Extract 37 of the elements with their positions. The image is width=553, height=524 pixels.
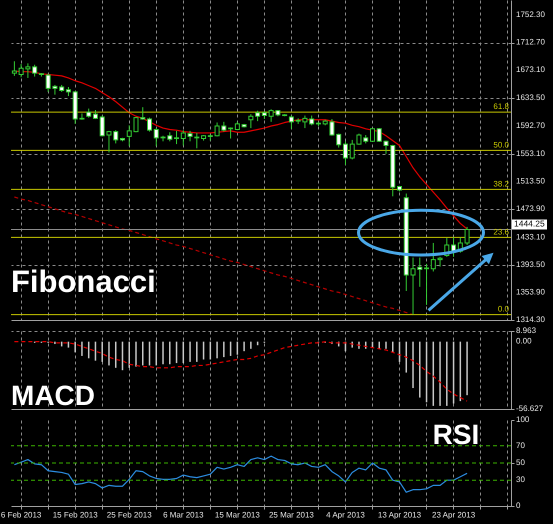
y-tick-label: 1712.70	[516, 38, 546, 47]
y-tick-label: 1393.50	[516, 260, 546, 269]
y-tick-label: 1513.50	[516, 176, 546, 186]
y-tick-label: 30	[516, 475, 526, 484]
annotation: 0.0	[498, 304, 510, 314]
x-tick-label: 13 Apr 2013	[378, 510, 422, 520]
annotation: MACD	[11, 380, 95, 411]
x-tick-label: 23 Apr 2013	[432, 510, 476, 520]
y-tick-label: -56.627	[516, 404, 544, 413]
annotation: 23.6	[493, 227, 510, 236]
x-tick-label: 25 Feb 2013	[106, 510, 152, 520]
annotation: 61.8	[493, 102, 510, 112]
y-tick-label: 1673.10	[516, 65, 546, 74]
y-tick-label: 0	[516, 501, 521, 510]
y-tick-label: 1592.70	[516, 121, 546, 130]
y-tick-label: 1314.30	[516, 315, 546, 324]
y-tick-label: 0.00	[516, 336, 532, 346]
annotation: RSI	[432, 419, 480, 450]
x-tick-label: 6 Feb 2013	[0, 510, 42, 520]
y-tick-label: 1353.90	[516, 287, 546, 296]
x-tick-label: 6 Mar 2013	[163, 510, 204, 520]
x-tick-label: 25 Mar 2013	[268, 510, 314, 520]
y-tick-label: 1473.90	[516, 204, 546, 213]
annotation: 38.2	[493, 179, 510, 188]
y-tick-label: 1752.30	[516, 10, 546, 20]
y-tick-label: 50	[516, 458, 526, 467]
x-tick-label: 15 Feb 2013	[52, 510, 98, 520]
y-tick-label: 1433.10	[516, 232, 546, 242]
y-tick-label: 100	[516, 415, 530, 424]
y-tick-label: 1633.50	[516, 92, 546, 102]
x-tick-label: 4 Apr 2013	[326, 510, 366, 520]
y-tick-label: 8.963	[516, 326, 537, 335]
x-tick-label: 15 Mar 2013	[214, 510, 260, 520]
y-tick-label: 1553.10	[516, 148, 546, 158]
annotation: 50.0	[493, 140, 510, 150]
y-tick-label: 70	[516, 440, 526, 450]
annotation: Fibonacci	[11, 264, 156, 299]
